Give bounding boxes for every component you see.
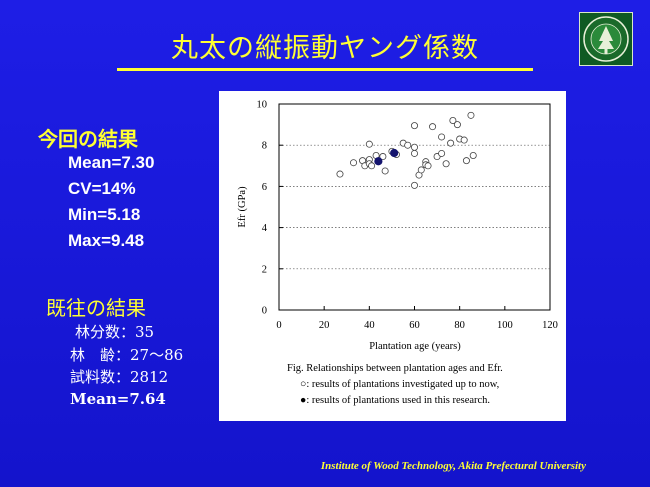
- previous-results-heading: 既往の結果: [46, 296, 146, 320]
- data-point-open: [462, 157, 470, 165]
- data-point-open: [460, 136, 468, 144]
- data-point-open: [365, 140, 373, 148]
- x-tick-label: 40: [364, 320, 375, 331]
- data-point-open: [368, 162, 376, 170]
- title-underline: [117, 68, 533, 71]
- institute-logo: [579, 12, 633, 66]
- y-tick-label: 0: [262, 306, 267, 317]
- stat-cv: CV=14%: [68, 179, 136, 198]
- stat-min: Min=5.18: [68, 205, 141, 224]
- data-point-open: [410, 149, 418, 157]
- data-point-open: [379, 153, 387, 161]
- chart-panel: 0 2 4 6 8 10 0 20 40 60 80 100 120 Efr (GPa) Planta…: [219, 91, 566, 421]
- data-point-open: [350, 159, 358, 167]
- x-tick-label: 80: [454, 320, 465, 331]
- previous-mean: Mean=7.64: [70, 390, 166, 408]
- scatter-chart: 0 2 4 6 8 10 0 20 40 60 80 100 120 Efr (GPa) Planta…: [237, 100, 558, 353]
- data-point-open: [424, 162, 432, 170]
- data-point-open: [381, 167, 389, 175]
- data-point-open: [429, 123, 437, 131]
- y-tick-label: 4: [262, 223, 268, 234]
- data-point-open: [410, 181, 418, 189]
- grid-lines: [278, 103, 551, 311]
- data-point-filled: [390, 148, 399, 158]
- previous-sample-count: 試料数：2812: [70, 368, 169, 386]
- x-tick-label: 20: [319, 320, 330, 331]
- data-point-open: [469, 152, 477, 160]
- previous-stands: 林分数：35: [75, 323, 155, 341]
- data-point-open: [417, 166, 425, 174]
- footer-institute: Institute of Wood Technology, Akita Pref…: [320, 460, 586, 472]
- data-point-open: [442, 160, 450, 168]
- x-tick-labels: 0 20 40 60 80 100 120: [276, 320, 558, 331]
- y-tick-label: 8: [262, 141, 267, 152]
- x-tick-label: 0: [276, 320, 281, 331]
- data-point-open: [404, 141, 412, 149]
- data-point-open: [447, 139, 455, 147]
- x-axis-label: Plantation age (years): [369, 341, 461, 352]
- data-point-open: [438, 133, 446, 141]
- data-point-open: [453, 121, 461, 129]
- y-tick-label: 6: [262, 182, 267, 193]
- x-tick-label: 100: [497, 320, 513, 331]
- data-points: [336, 111, 477, 189]
- data-point-open: [449, 116, 457, 124]
- data-point-open: [410, 143, 418, 151]
- data-point-open: [336, 170, 344, 178]
- current-results-heading: 今回の結果: [38, 127, 138, 151]
- data-point-filled: [374, 157, 383, 166]
- y-tick-labels: 0 2 4 6 8 10: [257, 100, 268, 317]
- y-tick-label: 2: [262, 264, 267, 275]
- figure-caption: Fig. Relationships between plantation ag…: [287, 363, 503, 374]
- data-point-open: [438, 149, 446, 157]
- data-point-open: [410, 122, 418, 130]
- legend-filled-circle: ●: results of plantations used in this r…: [300, 395, 491, 406]
- legend-open-circle: ○: results of plantations investigated u…: [300, 379, 500, 390]
- plot-area-frame: [278, 103, 551, 311]
- stat-max: Max=9.48: [68, 231, 145, 250]
- x-tick-label: 120: [542, 320, 558, 331]
- stat-mean: Mean=7.30: [68, 153, 155, 172]
- x-tick-label: 60: [409, 320, 420, 331]
- y-tick-label: 10: [257, 100, 268, 111]
- logo-seal-icon: [583, 16, 629, 62]
- y-axis-label: Efr (GPa): [237, 186, 248, 228]
- slide-title: 丸太の縦振動ヤング係数: [171, 33, 479, 64]
- previous-age-range: 林 齢：27〜86: [70, 346, 184, 364]
- data-point-open: [467, 111, 475, 119]
